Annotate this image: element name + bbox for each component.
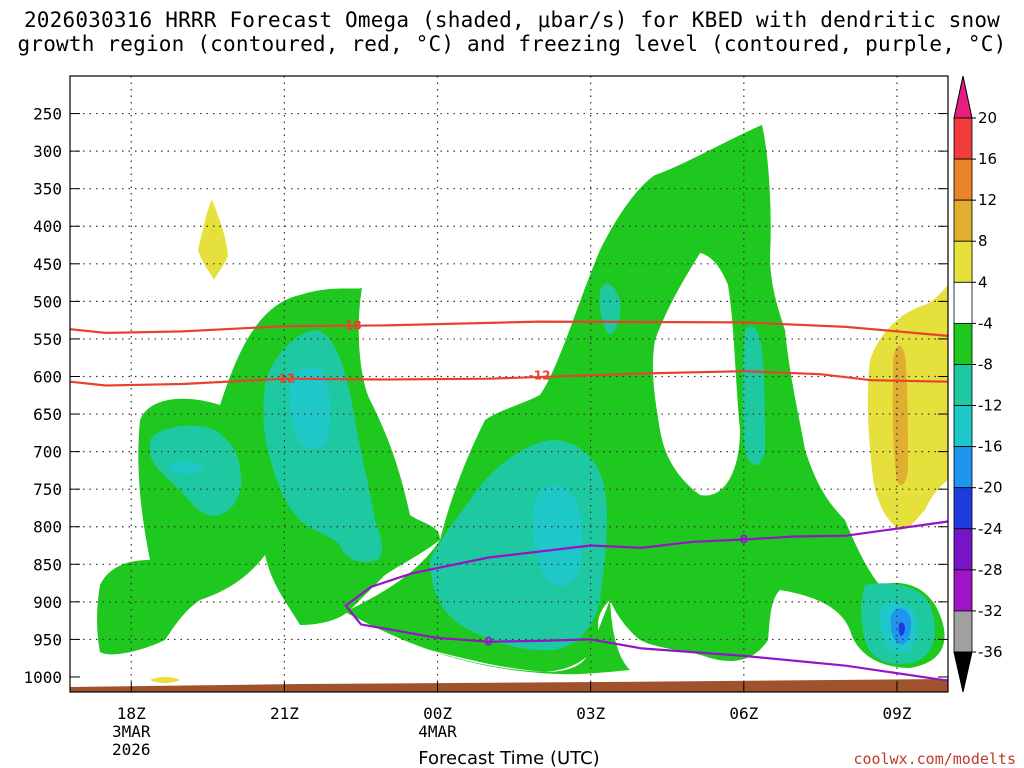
omega-yellow-region-c <box>150 677 180 683</box>
colorbar-label: 12 <box>978 191 997 209</box>
credit-text: coolwx.com/modelts <box>853 750 1016 768</box>
colorbar-bottom-arrow <box>953 651 973 693</box>
colorbar-swatch <box>953 446 973 489</box>
omega-cyan-region-b <box>170 461 205 474</box>
colorbar-label: -20 <box>978 479 1003 497</box>
chart-title-line1: 2026030316 HRRR Forecast Omega (shaded, … <box>23 8 1001 32</box>
colorbar-label: -36 <box>978 643 1003 661</box>
colorbar-swatch <box>953 487 973 530</box>
y-tick-label: 250 <box>33 105 62 124</box>
colorbar-swatch <box>953 322 973 365</box>
contour-line-0 <box>344 520 949 682</box>
colorbar-swatch <box>953 610 973 653</box>
omega-cyan-region-a <box>289 366 330 450</box>
y-tick-label: 550 <box>33 330 62 349</box>
x-tick-label: 03Z <box>576 704 605 723</box>
colorbar-label: -32 <box>978 602 1003 620</box>
colorbar-label: -28 <box>978 561 1003 579</box>
omega-cyan-region-c <box>532 485 583 586</box>
colorbar-swatch <box>953 199 973 242</box>
y-axis-ticks: 250 300 350 400 450 500 550 600 650 700 750 800 850 9… <box>23 105 948 687</box>
plot-frame <box>69 75 949 693</box>
omega-yellow-region-b <box>867 285 948 530</box>
x-tick-label: 21Z <box>270 704 299 723</box>
y-tick-label: 800 <box>33 518 62 537</box>
contour-label: -18 <box>340 318 362 332</box>
y-tick-label: 300 <box>33 142 62 161</box>
y-tick-label: 450 <box>33 255 62 274</box>
contour-line--18 <box>69 320 949 337</box>
colorbar-swatch <box>953 528 973 571</box>
y-tick-label: 350 <box>33 180 62 199</box>
x-tick-year: 2026 <box>112 740 151 759</box>
colorbar: 20 16 12 8 4 -4 -8 -12 -16 -20 -24 -28 -32 -36 <box>953 75 1003 693</box>
colorbar-swatch <box>953 117 973 160</box>
contour-label: 0 <box>740 533 748 547</box>
y-tick-label: 850 <box>33 555 62 574</box>
omega-yellow-region-a <box>198 200 228 280</box>
colorbar-top-arrow <box>953 75 973 119</box>
colorbar-label: 20 <box>978 109 997 127</box>
colorbar-label: -16 <box>978 438 1003 456</box>
colorbar-label: 8 <box>978 232 988 250</box>
omega-darkblue-core <box>898 622 905 636</box>
colorbar-label: -4 <box>978 314 993 332</box>
temperature-contours: -18 -12 -12 0 0 <box>69 318 949 682</box>
contour-line--12 <box>69 370 949 387</box>
contour-label: -12 <box>274 372 296 386</box>
x-tick-date: 3MAR <box>112 722 151 741</box>
y-tick-label: 1000 <box>23 668 62 687</box>
x-tick-label: 18Z <box>117 704 146 723</box>
x-tick-label: 00Z <box>423 704 452 723</box>
colorbar-swatch <box>953 569 973 612</box>
x-tick-label: 06Z <box>729 704 758 723</box>
colorbar-label: -8 <box>978 355 993 373</box>
omega-green-region-lower <box>430 600 630 675</box>
y-tick-label: 600 <box>33 367 62 386</box>
y-tick-label: 500 <box>33 292 62 311</box>
contour-label: -12 <box>529 369 551 383</box>
x-tick-label: 09Z <box>883 704 912 723</box>
x-tick-date: 4MAR <box>418 722 457 741</box>
colorbar-label: 4 <box>978 273 988 291</box>
colorbar-swatch <box>953 158 973 201</box>
chart-title-line2: growth region (contoured, red, °C) and f… <box>17 32 1007 56</box>
colorbar-swatch <box>953 281 973 324</box>
colorbar-label: -12 <box>978 397 1003 415</box>
y-tick-label: 750 <box>33 480 62 499</box>
colorbar-swatch <box>953 405 973 448</box>
colorbar-swatch <box>953 240 973 283</box>
y-tick-label: 950 <box>33 630 62 649</box>
colorbar-label: 16 <box>978 150 997 168</box>
terrain-band <box>70 679 948 692</box>
y-tick-label: 400 <box>33 217 62 236</box>
x-axis-label: Forecast Time (UTC) <box>418 748 599 768</box>
contour-label: 0 <box>484 635 492 649</box>
colorbar-label: -24 <box>978 520 1003 538</box>
colorbar-swatch <box>953 364 973 406</box>
omega-teal-region-d <box>742 326 765 465</box>
y-tick-label: 700 <box>33 443 62 462</box>
y-tick-label: 650 <box>33 405 62 424</box>
y-tick-label: 900 <box>33 593 62 612</box>
